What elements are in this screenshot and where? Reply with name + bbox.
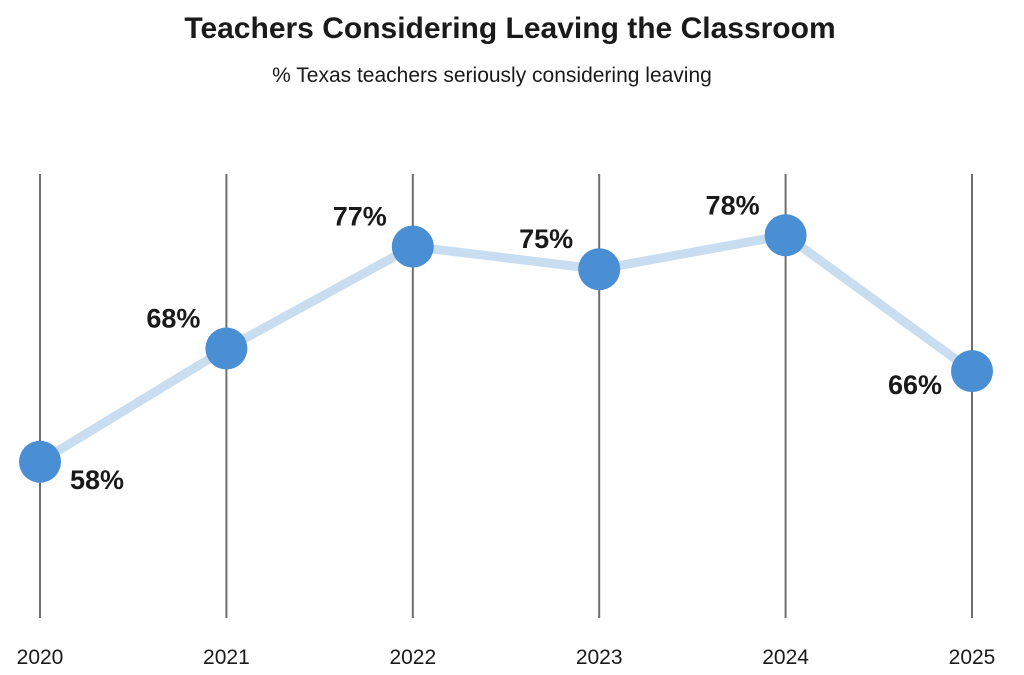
x-tick-label: 2024 <box>762 646 809 669</box>
gridlines <box>39 174 973 618</box>
x-tick-label: 2021 <box>203 646 250 669</box>
x-tick-label: 2023 <box>576 646 623 669</box>
data-point-2024 <box>764 214 807 257</box>
data-labels: 58% 68% 77% 75% 78% 66% <box>70 190 942 495</box>
data-point-2023 <box>578 248 621 291</box>
x-tick-label: 2020 <box>17 646 64 669</box>
data-point-2025 <box>951 350 993 393</box>
chart-title: Teachers Considering Leaving the Classro… <box>184 12 835 45</box>
data-label-2023: 75% <box>519 224 573 254</box>
chart-subtitle: % Texas teachers seriously considering l… <box>272 64 712 87</box>
x-tick-label: 2025 <box>949 646 996 669</box>
data-point-2021 <box>205 327 248 370</box>
series-line <box>35 230 977 467</box>
data-points <box>19 214 993 483</box>
data-point-2022 <box>391 225 434 268</box>
data-label-2025: 66% <box>888 370 942 400</box>
data-label-2022: 77% <box>333 202 387 232</box>
data-label-2021: 68% <box>146 304 200 334</box>
x-axis-tick-labels: 2020 2021 2022 2023 2024 2025 <box>17 646 996 669</box>
data-label-2024: 78% <box>706 190 760 220</box>
data-label-2020: 58% <box>70 465 124 495</box>
data-point-2020 <box>19 440 61 483</box>
series-line-layer <box>35 230 977 467</box>
x-tick-label: 2022 <box>389 646 436 669</box>
